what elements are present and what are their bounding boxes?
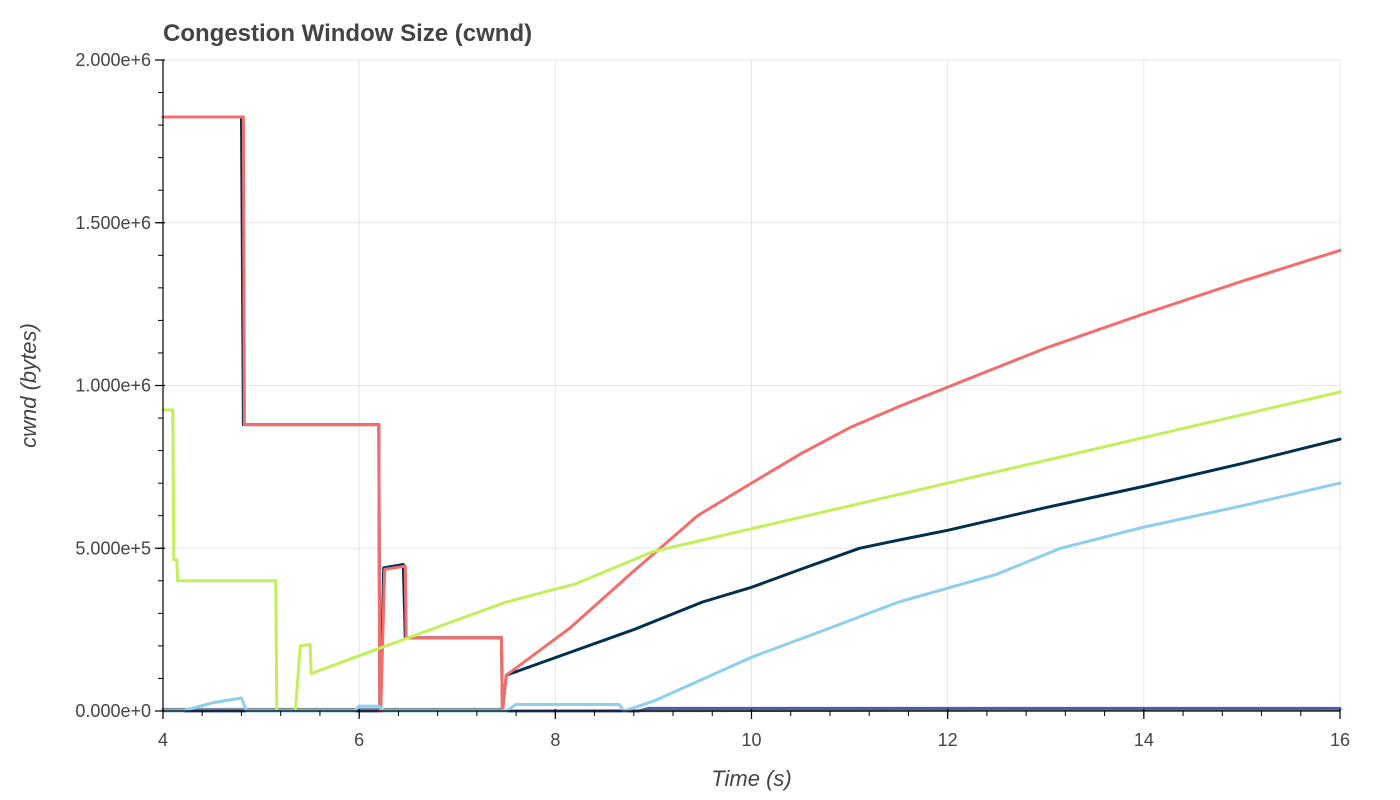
x-axis-label: Time (s) — [711, 766, 791, 791]
x-tick-label: 14 — [1134, 730, 1154, 750]
y-tick-label: 0.000e+0 — [75, 701, 151, 721]
y-tick-label: 1.500e+6 — [75, 213, 151, 233]
x-tick-label: 4 — [158, 730, 168, 750]
chart-title: Congestion Window Size (cwnd) — [163, 20, 533, 47]
x-tick-label: 16 — [1330, 730, 1350, 750]
y-axis-label: cwnd (bytes) — [16, 323, 41, 448]
series-line-4 — [161, 115, 1342, 713]
x-tick-label: 10 — [741, 730, 761, 750]
grid-layer — [163, 59, 1341, 711]
axes-layer: 4 6 8 10 12 14 16 0.000e+0 5.000e+5 1.000e+6 1.500… — [75, 50, 1350, 750]
series-line-5 — [161, 390, 1342, 713]
y-tick-label: 1.000e+6 — [75, 376, 151, 396]
x-tick-label: 8 — [550, 730, 560, 750]
x-tick-label: 12 — [938, 730, 958, 750]
series-layer — [161, 115, 1342, 713]
y-tick-label: 2.000e+6 — [75, 50, 151, 70]
y-tick-label: 5.000e+5 — [75, 538, 151, 558]
x-tick-label: 6 — [354, 730, 364, 750]
series-line-6 — [161, 481, 1342, 713]
